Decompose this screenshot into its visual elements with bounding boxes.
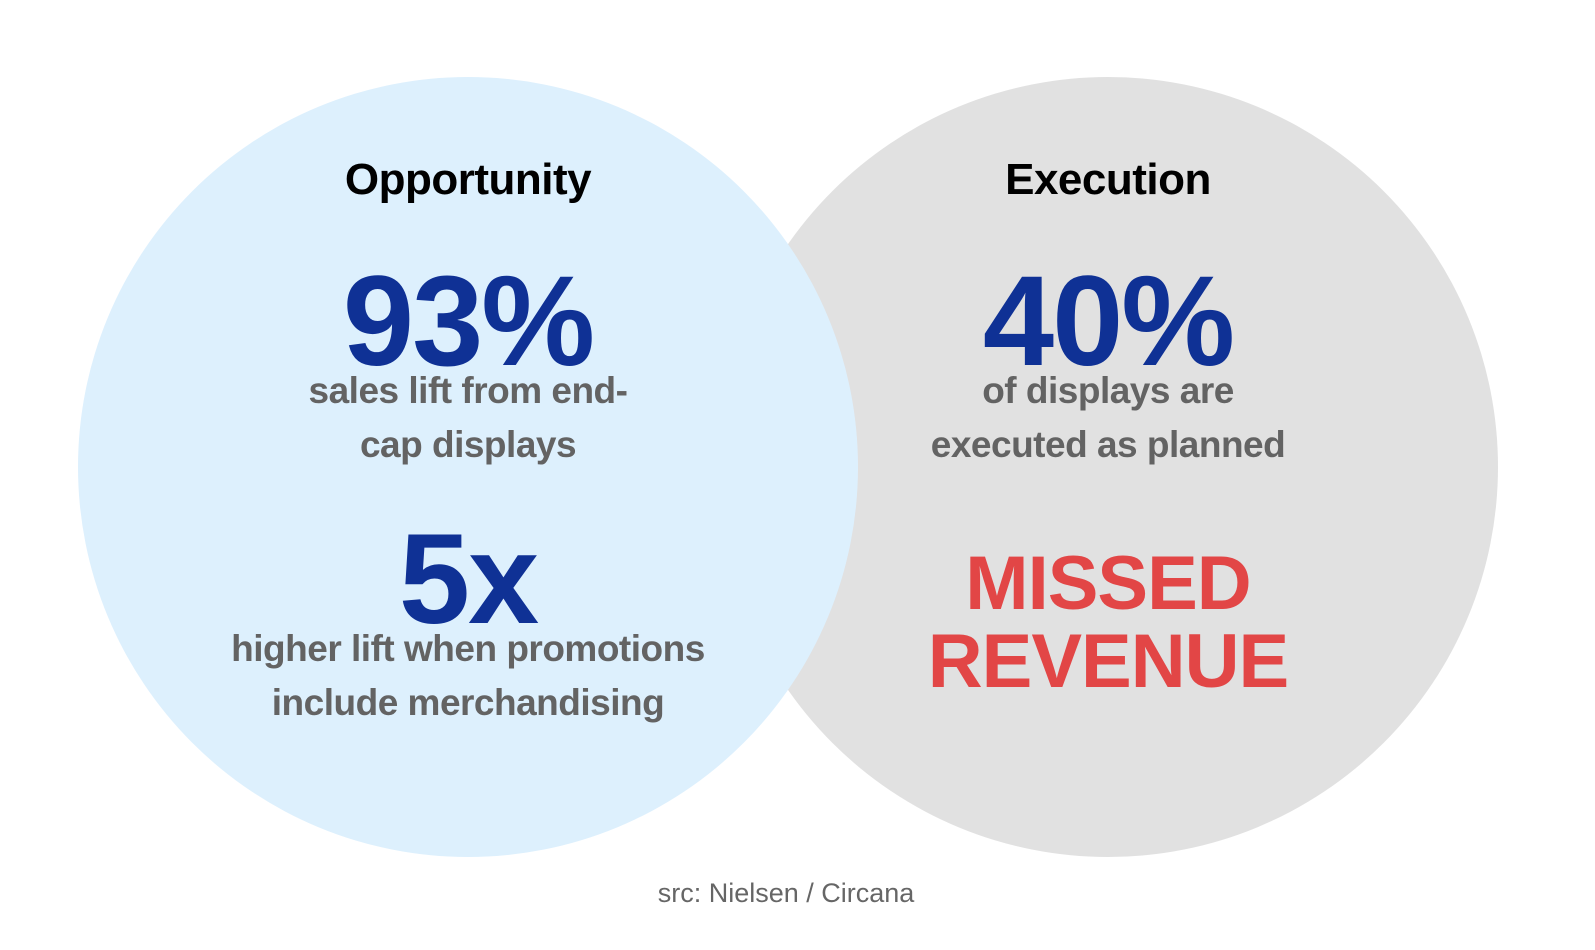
desc-line: higher lift when promotions xyxy=(231,628,705,669)
desc-line: sales lift from end- xyxy=(308,370,628,411)
execution-stat-displays: 40% xyxy=(982,250,1235,393)
desc-line: of displays are xyxy=(982,370,1234,411)
desc-line: include merchandising xyxy=(271,682,665,723)
alert-line: MISSED xyxy=(965,541,1251,626)
opportunity-stat-sales-lift: 93% xyxy=(342,250,595,393)
alert-line: REVENUE xyxy=(927,619,1289,704)
opportunity-heading: Opportunity xyxy=(344,155,592,204)
opportunity-stat-higher-lift: 5x xyxy=(398,508,539,651)
desc-line: executed as planned xyxy=(930,424,1286,465)
desc-line: cap displays xyxy=(359,424,577,465)
missed-revenue-callout: MISSED REVENUE xyxy=(788,545,1428,701)
opportunity-stat-sales-lift-desc: sales lift from end- cap displays xyxy=(148,364,788,472)
opportunity-circle xyxy=(78,77,858,857)
execution-stat-displays-desc: of displays are executed as planned xyxy=(788,364,1428,472)
source-citation: src: Nielsen / Circana xyxy=(657,878,915,908)
execution-heading: Execution xyxy=(1005,155,1211,204)
opportunity-stat-higher-lift-desc: higher lift when promotions include merc… xyxy=(148,622,788,730)
